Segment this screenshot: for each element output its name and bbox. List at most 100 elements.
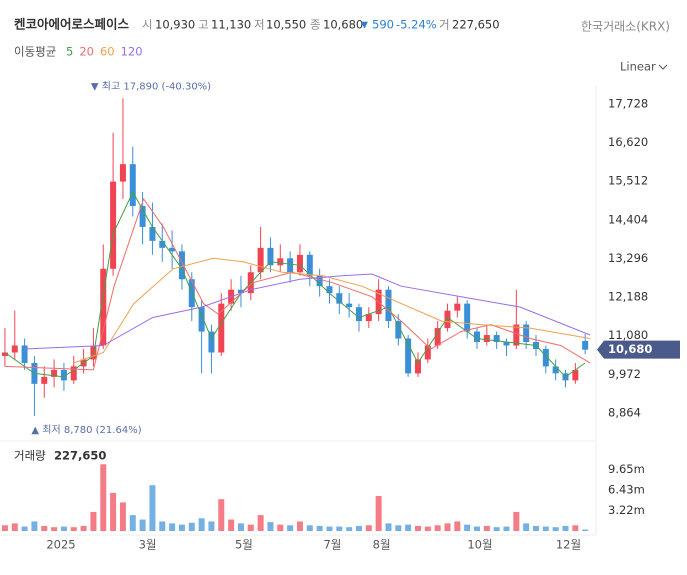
- candle-body: [178, 251, 185, 280]
- volume-bar: [424, 526, 431, 531]
- volume-bar: [228, 519, 235, 531]
- x-tick-label: 10월: [467, 538, 492, 552]
- volume-bar: [355, 525, 362, 531]
- volume-bar: [188, 522, 195, 531]
- low-label: 저: [254, 18, 265, 32]
- volume-value: 227,650: [54, 449, 106, 463]
- candle-body: [198, 307, 205, 332]
- volume-bar: [218, 499, 225, 531]
- volume-bar: [159, 521, 166, 531]
- volume-bar: [532, 525, 539, 531]
- scale-mode[interactable]: Linear: [620, 60, 656, 74]
- volume-bar: [336, 526, 343, 531]
- stock-name: 켄코아에어로스페이스: [14, 17, 130, 32]
- candle-body: [169, 247, 176, 252]
- candle-body: [257, 247, 264, 273]
- high-label: 고: [198, 18, 209, 32]
- y-tick-label: 15,512: [608, 174, 648, 188]
- candle-body: [414, 359, 421, 374]
- change-arrow: ▼: [361, 21, 368, 31]
- candle-body: [60, 369, 67, 381]
- volume-bar: [110, 492, 117, 531]
- candle-body: [237, 289, 244, 294]
- candle-body: [464, 303, 471, 332]
- volume-label: 거: [439, 18, 450, 32]
- volume-bar: [523, 523, 530, 531]
- price-tag-label: 10,680: [608, 342, 652, 356]
- volume-bar: [296, 521, 303, 531]
- volume-bar: [385, 523, 392, 531]
- volume-bar: [346, 527, 353, 531]
- volume-bar: [90, 511, 97, 531]
- volume-bar: [473, 526, 480, 531]
- volume-bar: [326, 526, 333, 531]
- volume-bar: [169, 523, 176, 531]
- moving-average-line: [4, 197, 591, 371]
- volume-tick-label: 6.43m: [608, 483, 645, 497]
- volume-bar: [100, 464, 107, 531]
- volume-bar: [139, 519, 146, 531]
- moving-average-line: [4, 191, 586, 378]
- volume-tick-label: 3.22m: [608, 503, 645, 517]
- volume-bar: [582, 529, 589, 531]
- volume-bar: [572, 525, 579, 531]
- change-pct: -5.24%: [396, 18, 437, 32]
- volume-bar: [375, 496, 382, 531]
- volume-bar: [414, 525, 421, 531]
- volume-bar: [493, 527, 500, 531]
- volume-bar: [1, 525, 8, 531]
- ma-label: 이동평균: [14, 45, 56, 59]
- y-tick-label: 9,972: [608, 367, 641, 381]
- candle-body: [316, 275, 323, 287]
- volume-bar: [119, 502, 126, 531]
- volume-bar: [542, 526, 549, 531]
- chevron[interactable]: [658, 64, 668, 70]
- volume-bar: [11, 523, 18, 531]
- min-annotation: ▲ 최저 8,780 (21.64%): [31, 424, 141, 436]
- volume-bar: [316, 525, 323, 531]
- high: 11,130: [211, 18, 251, 32]
- exchange: 한국거래소(KRX): [581, 20, 670, 34]
- y-tick-label: 13,296: [608, 251, 648, 265]
- candle-body: [552, 366, 559, 374]
- candle-body: [287, 258, 294, 273]
- volume-bar: [129, 515, 136, 531]
- y-tick-label: 8,864: [608, 406, 641, 420]
- ma-legend-item: 20: [79, 45, 94, 59]
- x-tick-label: 8월: [373, 538, 391, 552]
- price-tag: [597, 340, 680, 359]
- candle-body: [503, 342, 510, 346]
- volume-bar: [464, 524, 471, 531]
- close-label: 종: [310, 18, 321, 32]
- volume-bar: [60, 526, 67, 531]
- x-tick-label: 5월: [235, 538, 253, 552]
- x-tick-label: 2025: [46, 538, 75, 552]
- volume-bar: [365, 525, 372, 531]
- candle-body: [405, 338, 412, 374]
- volume-bar: [552, 527, 559, 531]
- candle-body: [11, 345, 18, 353]
- candle-body: [355, 307, 362, 322]
- volume-bar: [454, 521, 461, 531]
- candle-body: [139, 206, 146, 227]
- candle-body: [110, 181, 117, 269]
- candle-body: [542, 348, 549, 367]
- volume-bar: [395, 525, 402, 531]
- candle-body: [385, 289, 392, 322]
- volume-bar: [513, 511, 520, 531]
- candle-body: [129, 164, 136, 207]
- volume-bar: [483, 525, 490, 531]
- candle-body: [41, 376, 48, 384]
- volume-bar: [267, 522, 274, 531]
- candle-body: [444, 310, 451, 329]
- candle-body: [513, 324, 520, 346]
- candle-body: [296, 254, 303, 273]
- y-tick-label: 17,728: [608, 96, 648, 110]
- candle-body: [483, 335, 490, 343]
- volume-bar: [237, 523, 244, 531]
- candle-body: [306, 254, 313, 276]
- max-annotation: ▼ 최고 17,890 (-40.30%): [91, 80, 211, 92]
- candle-body: [365, 314, 372, 322]
- moving-average-line: [73, 257, 591, 364]
